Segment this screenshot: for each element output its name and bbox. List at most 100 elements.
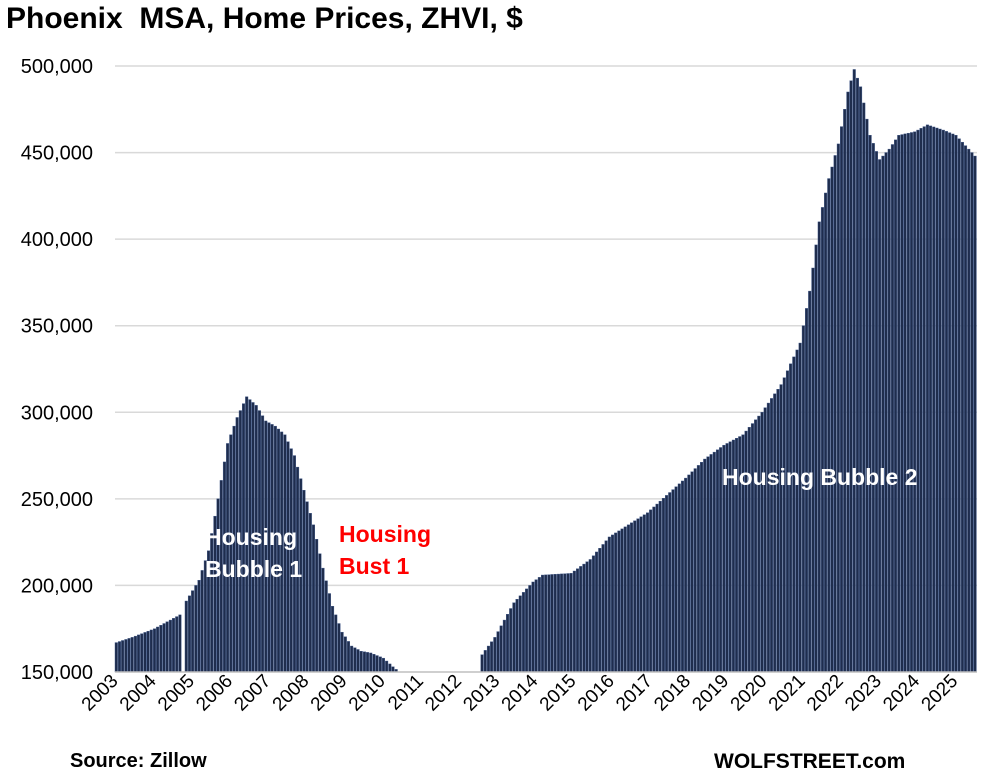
bar: [547, 574, 551, 673]
x-tick-label: 2012: [421, 671, 466, 716]
bar: [852, 69, 856, 673]
bar: [760, 412, 764, 673]
bar: [312, 524, 315, 673]
bar: [175, 616, 179, 673]
bar: [849, 80, 853, 673]
bar: [871, 143, 875, 673]
bar: [159, 625, 163, 673]
bar: [712, 451, 716, 673]
bar: [776, 389, 780, 673]
x-tick-label: 2009: [307, 671, 352, 716]
bar: [661, 498, 665, 673]
x-tick-label: 2019: [689, 671, 734, 716]
bar: [623, 526, 627, 673]
annotation-housing-bubble-2: Housing Bubble 2: [722, 464, 918, 490]
bar: [347, 641, 350, 673]
bar: [938, 128, 942, 673]
bar: [353, 647, 357, 673]
bar: [801, 325, 805, 673]
bar: [646, 512, 649, 673]
bar: [703, 458, 707, 673]
bar: [165, 621, 169, 673]
bar: [649, 509, 653, 673]
y-axis-labels: 150,000 200,000 250,000 300,000 350,000 400,0…: [21, 56, 93, 684]
x-tick-label: 2011: [384, 671, 428, 715]
bar: [178, 614, 182, 673]
bar: [757, 415, 761, 673]
bar: [391, 666, 395, 673]
bar: [305, 501, 309, 673]
bar: [521, 592, 525, 673]
bar: [531, 581, 535, 673]
bar: [331, 606, 335, 673]
bar: [121, 640, 125, 673]
bar: [362, 651, 366, 673]
y-tick-label: 450,000: [21, 143, 93, 165]
bar: [693, 468, 697, 673]
bar: [798, 342, 802, 673]
bar: [820, 207, 824, 673]
bar: [824, 192, 828, 673]
bar: [690, 471, 694, 673]
x-tick-label: 2014: [498, 670, 543, 715]
bar: [715, 449, 719, 673]
bar: [642, 514, 646, 673]
bar: [766, 402, 770, 673]
x-tick-label: 2021: [765, 671, 810, 716]
bar: [906, 132, 910, 673]
bar: [789, 363, 793, 673]
bar: [948, 132, 952, 673]
bar: [499, 625, 503, 673]
bar: [133, 635, 137, 673]
bar: [696, 465, 700, 673]
bar: [601, 544, 605, 673]
y-tick-label: 400,000: [21, 229, 93, 251]
bar: [859, 86, 863, 673]
bar: [588, 559, 592, 673]
bar: [890, 144, 894, 673]
bar: [639, 516, 643, 673]
bar: [340, 631, 344, 673]
bar: [566, 573, 570, 673]
x-tick-label: 2018: [650, 671, 695, 716]
bar-series: [114, 69, 977, 673]
bar: [636, 518, 640, 673]
x-tick-label: 2004: [116, 670, 161, 715]
bar: [369, 652, 373, 673]
bar: [560, 573, 564, 673]
bar: [782, 377, 786, 673]
bar: [359, 651, 363, 673]
bar: [941, 129, 945, 673]
bar: [944, 131, 948, 673]
x-tick-label: 2025: [918, 671, 963, 716]
bar: [785, 370, 789, 673]
bar: [534, 579, 538, 673]
bar: [582, 563, 586, 673]
bar: [486, 645, 490, 673]
bar: [700, 462, 704, 673]
bar: [162, 623, 166, 673]
bar: [674, 486, 678, 673]
bar: [117, 641, 121, 673]
bar: [865, 118, 869, 673]
bar: [773, 393, 777, 673]
bar: [541, 574, 545, 673]
bar: [375, 655, 379, 673]
bar: [878, 159, 882, 673]
x-tick-label: 2010: [345, 671, 390, 716]
bar: [814, 244, 818, 673]
bar: [334, 614, 338, 673]
bar: [770, 398, 774, 673]
chart-title: Phoenix MSA, Home Prices, ZHVI, $: [6, 2, 523, 35]
bar: [191, 590, 195, 673]
bar: [709, 454, 713, 673]
bar: [973, 155, 977, 673]
x-tick-label: 2022: [803, 671, 848, 716]
x-tick-label: 2008: [269, 671, 314, 716]
brand-watermark: WOLFSTREET.com: [714, 750, 906, 773]
bar: [318, 553, 322, 673]
bar: [862, 102, 866, 673]
bar: [544, 574, 548, 673]
bar: [846, 91, 850, 673]
